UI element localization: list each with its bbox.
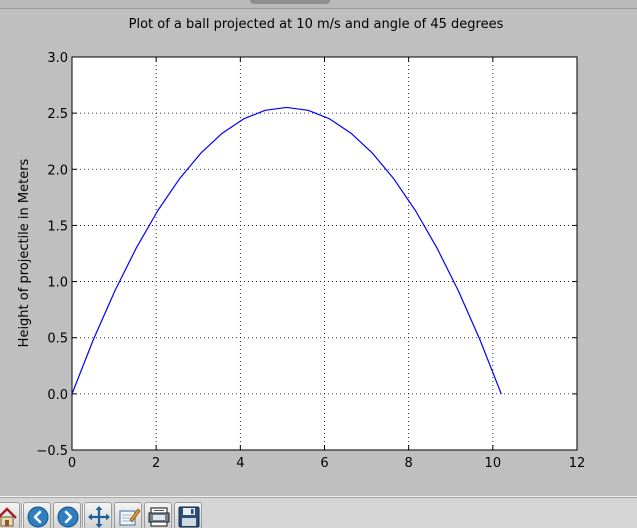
x-tick-label: 2	[152, 456, 160, 471]
back-button[interactable]	[23, 502, 51, 528]
forward-arrow-icon	[57, 506, 79, 528]
x-tick-label: 4	[236, 456, 244, 471]
ticks: 0 2 4 6 8 10 12 3.0 2.5 2.0 1.5 1.0 0.5 0.0 −0.5	[36, 51, 585, 471]
pan-button[interactable]	[84, 502, 112, 528]
grid	[72, 57, 577, 450]
chart: Plot of a ball projected at 10 m/s and a…	[17, 17, 585, 471]
navigation-toolbar	[0, 496, 637, 528]
y-tick-label: 1.5	[47, 219, 68, 234]
figure-canvas: Plot of a ball projected at 10 m/s and a…	[0, 9, 637, 496]
x-tick-label: 6	[320, 456, 328, 471]
home-icon	[0, 507, 17, 527]
toolbar-separator	[21, 503, 22, 527]
y-tick-label: 2.5	[47, 107, 68, 122]
x-tick-label: 12	[569, 456, 586, 471]
subplots-config-icon	[148, 507, 170, 527]
back-arrow-icon	[27, 506, 49, 528]
window-titlebar[interactable]	[0, 0, 637, 9]
chart-title: Plot of a ball projected at 10 m/s and a…	[129, 17, 504, 32]
y-tick-label: 2.0	[47, 163, 68, 178]
zoom-rect-icon	[119, 508, 141, 526]
titlebar-handle	[250, 0, 330, 4]
pan-icon	[88, 506, 110, 528]
y-tick-label: 3.0	[47, 51, 68, 66]
configure-subplots-button[interactable]	[144, 502, 172, 528]
y-tick-label: 0.5	[47, 332, 68, 347]
forward-button[interactable]	[53, 502, 81, 528]
x-tick-label: 0	[68, 456, 76, 471]
home-button[interactable]	[0, 502, 20, 528]
zoom-to-rect-button[interactable]	[114, 502, 142, 528]
trajectory-line	[71, 106, 502, 395]
save-disk-icon	[178, 506, 200, 528]
save-button[interactable]	[174, 502, 202, 528]
y-tick-label: −0.5	[36, 444, 68, 459]
toolbar-separator	[82, 503, 83, 527]
series-layer	[71, 106, 502, 395]
y-axis-label: Height of projectile in Meters	[17, 158, 32, 347]
y-tick-label: 0.0	[47, 388, 68, 403]
y-tick-label: 1.0	[47, 276, 68, 291]
x-tick-label: 10	[485, 456, 502, 471]
x-tick-label: 8	[405, 456, 413, 471]
